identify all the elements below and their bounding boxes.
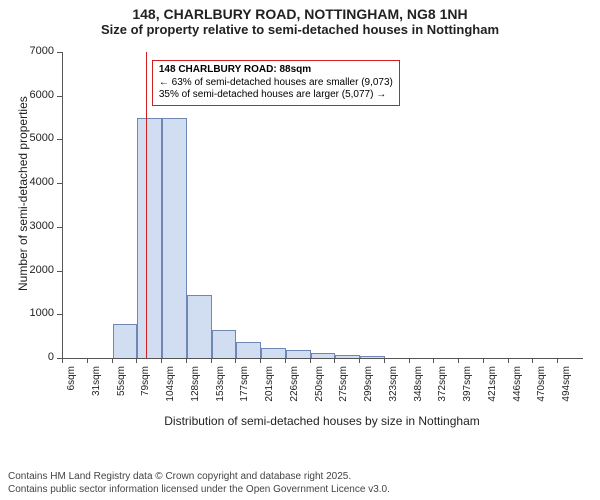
x-tick-mark — [87, 358, 88, 363]
x-tick-label: 31sqm — [91, 366, 102, 410]
y-tick-mark — [57, 52, 62, 53]
x-tick-label: 226sqm — [289, 366, 300, 410]
x-tick-mark — [186, 358, 187, 363]
x-tick-mark — [334, 358, 335, 363]
y-tick-label: 7000 — [20, 45, 54, 57]
annotation-box: 148 CHARLBURY ROAD: 88sqm← 63% of semi-d… — [152, 60, 400, 106]
footer-attribution: Contains HM Land Registry data © Crown c… — [8, 471, 390, 496]
x-tick-label: 397sqm — [462, 366, 473, 410]
y-tick-label: 6000 — [20, 89, 54, 101]
x-tick-label: 446sqm — [512, 366, 523, 410]
x-tick-label: 299sqm — [363, 366, 374, 410]
histogram-bar — [187, 295, 212, 358]
y-tick-mark — [57, 183, 62, 184]
x-tick-label: 275sqm — [338, 366, 349, 410]
x-tick-label: 250sqm — [314, 366, 325, 410]
x-tick-mark — [384, 358, 385, 363]
x-tick-label: 177sqm — [239, 366, 250, 410]
x-tick-label: 470sqm — [536, 366, 547, 410]
x-tick-mark — [433, 358, 434, 363]
y-tick-label: 1000 — [20, 307, 54, 319]
histogram-bar — [236, 342, 261, 358]
histogram-bar — [137, 118, 162, 358]
histogram-bar — [286, 350, 311, 358]
x-tick-mark — [557, 358, 558, 363]
chart-title: 148, CHARLBURY ROAD, NOTTINGHAM, NG8 1NH — [0, 6, 600, 22]
x-tick-mark — [508, 358, 509, 363]
y-tick-mark — [57, 96, 62, 97]
x-axis-label: Distribution of semi-detached houses by … — [62, 414, 582, 428]
histogram-bar — [162, 118, 187, 358]
reference-line — [146, 52, 147, 358]
y-tick-label: 5000 — [20, 132, 54, 144]
histogram-bar — [335, 355, 360, 358]
histogram-bar — [360, 356, 385, 358]
x-tick-mark — [260, 358, 261, 363]
chart-area: Number of semi-detached properties 148 C… — [0, 44, 600, 444]
x-tick-mark — [409, 358, 410, 363]
y-tick-label: 3000 — [20, 220, 54, 232]
histogram-bar — [311, 353, 336, 358]
x-tick-label: 6sqm — [66, 366, 77, 410]
histogram-bar — [212, 330, 237, 358]
y-tick-label: 2000 — [20, 264, 54, 276]
y-tick-mark — [57, 227, 62, 228]
y-tick-mark — [57, 314, 62, 315]
x-tick-label: 421sqm — [487, 366, 498, 410]
x-tick-mark — [359, 358, 360, 363]
footer-line-1: Contains HM Land Registry data © Crown c… — [8, 471, 390, 484]
x-tick-mark — [458, 358, 459, 363]
y-tick-label: 4000 — [20, 176, 54, 188]
annotation-line-1: 148 CHARLBURY ROAD: 88sqm — [159, 64, 393, 77]
x-tick-label: 494sqm — [561, 366, 572, 410]
x-tick-mark — [62, 358, 63, 363]
annotation-line-2: ← 63% of semi-detached houses are smalle… — [159, 77, 393, 90]
x-tick-mark — [532, 358, 533, 363]
plot-region: 148 CHARLBURY ROAD: 88sqm← 63% of semi-d… — [62, 52, 583, 359]
y-tick-mark — [57, 139, 62, 140]
annotation-line-3: 35% of semi-detached houses are larger (… — [159, 89, 393, 102]
x-tick-mark — [112, 358, 113, 363]
x-tick-label: 79sqm — [140, 366, 151, 410]
x-tick-mark — [310, 358, 311, 363]
y-tick-mark — [57, 271, 62, 272]
chart-subtitle: Size of property relative to semi-detach… — [0, 22, 600, 37]
footer-line-2: Contains public sector information licen… — [8, 484, 390, 497]
x-tick-label: 153sqm — [215, 366, 226, 410]
x-tick-label: 104sqm — [165, 366, 176, 410]
x-tick-mark — [235, 358, 236, 363]
x-tick-label: 348sqm — [413, 366, 424, 410]
x-tick-label: 55sqm — [116, 366, 127, 410]
x-tick-label: 128sqm — [190, 366, 201, 410]
x-tick-mark — [161, 358, 162, 363]
y-tick-label: 0 — [20, 351, 54, 363]
x-tick-mark — [136, 358, 137, 363]
y-axis-label: Number of semi-detached properties — [16, 96, 30, 291]
histogram-bar — [261, 348, 286, 358]
x-tick-label: 201sqm — [264, 366, 275, 410]
x-tick-label: 323sqm — [388, 366, 399, 410]
x-tick-mark — [483, 358, 484, 363]
x-tick-mark — [285, 358, 286, 363]
x-tick-label: 372sqm — [437, 366, 448, 410]
x-tick-mark — [211, 358, 212, 363]
histogram-bar — [113, 324, 138, 358]
